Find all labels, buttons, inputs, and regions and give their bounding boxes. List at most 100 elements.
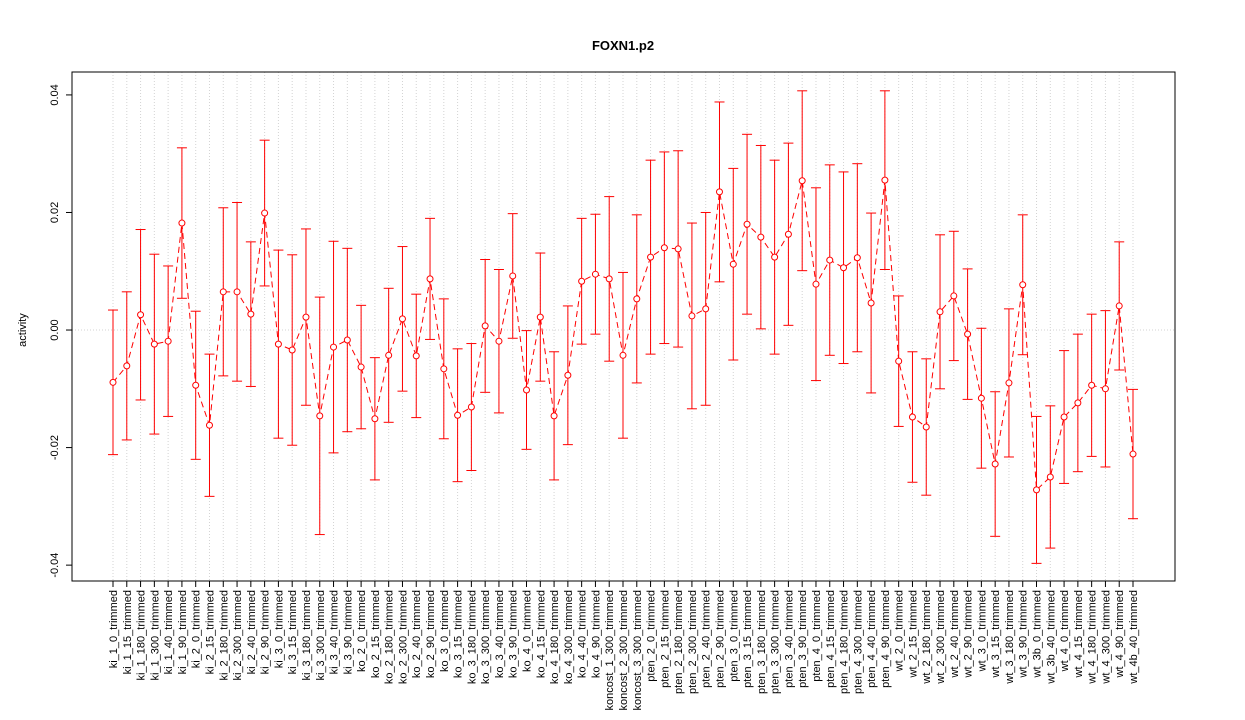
x-tick-label: ko_2_15_trimmed [370,590,382,678]
x-tick-label: ki_3_90_trimmed [342,590,354,674]
x-tick-label: wt_4_180_trimmed [1087,590,1099,685]
x-tick-label: wt_4b_40_trimmed [1128,590,1140,685]
point [1019,281,1027,289]
point [1005,379,1013,387]
x-tick-label: wt_3_180_trimmed [1004,590,1016,685]
point [385,351,393,359]
point [1074,399,1082,407]
x-tick-label: koncost_3_300_trimmed [632,590,644,710]
point [619,351,627,359]
x-tick-label: ki_1_300_trimmed [149,590,161,681]
point [702,305,710,313]
x-tick-label: ki_1_0_trimmed [108,590,120,668]
x-tick-label: ko_4_90_trimmed [590,590,602,678]
x-tick-label: ki_3_15_trimmed [287,590,299,674]
x-tick-label: wt_2_40_trimmed [949,590,961,678]
x-tick-label: koncost_2_300_trimmed [618,590,630,710]
x-tick-label: ko_3_40_trimmed [494,590,506,678]
point [991,460,999,468]
x-tick-label: ko_2_300_trimmed [397,590,409,684]
x-tick-label: wt_3_15_trimmed [990,590,1002,678]
point [288,346,296,354]
plot-frame [71,71,1176,582]
point [440,365,448,373]
point [674,245,682,253]
x-tick-label: wt_4_90_trimmed [1114,590,1126,678]
point [123,362,131,370]
x-tick-label: ko_3_300_trimmed [480,590,492,684]
x-tick-label: ko_2_40_trimmed [411,590,423,678]
x-tick-label: pten_3_40_trimmed [783,590,795,688]
x-tick-label: ki_3_300_trimmed [315,590,327,681]
point [688,312,696,320]
x-tick-label: wt_4_0_trimmed [1059,590,1071,672]
point [550,412,558,420]
x-tick-label: pten_4_180_trimmed [839,590,851,694]
x-tick-label: ki_1_15_trimmed [122,590,134,674]
point [233,288,241,296]
x-tick-label: pten_4_40_trimmed [866,590,878,688]
point [536,313,544,321]
x-tick-label: ki_1_90_trimmed [177,590,189,674]
point [647,253,655,261]
point [357,363,365,371]
x-tick-label: pten_4_90_trimmed [880,590,892,688]
y-tick-label: 0.04 [49,84,61,105]
point [853,254,861,262]
x-tick-label: pten_2_15_trimmed [659,590,671,688]
point [164,337,172,345]
point [412,352,420,360]
x-tick-label: ko_2_0_trimmed [356,590,368,672]
point [261,209,269,217]
x-tick-label: ko_3_0_trimmed [439,590,451,672]
point [316,412,324,420]
point [178,219,186,227]
point [895,357,903,365]
x-tick-label: ko_4_180_trimmed [549,590,561,684]
x-tick-label: pten_3_90_trimmed [797,590,809,688]
point [660,244,668,252]
point [495,337,503,345]
x-tick-label: pten_4_15_trimmed [825,590,837,688]
y-tick-label: 0.02 [49,202,61,223]
point [950,292,958,300]
x-tick-label: ki_2_15_trimmed [204,590,216,674]
chart-title: FOXN1.p2 [592,38,654,53]
point [150,340,158,348]
point [591,270,599,278]
x-tick-label: ki_1_40_trimmed [163,590,175,674]
x-tick-label: pten_3_15_trimmed [742,590,754,688]
x-tick-label: ko_3_15_trimmed [453,590,465,678]
x-tick-label: wt_2_300_trimmed [935,590,947,685]
point [1060,413,1068,421]
point [867,299,875,307]
point [192,381,200,389]
point [798,177,806,185]
y-tick-label: -0.04 [49,553,61,578]
x-tick-label: ko_4_0_trimmed [522,590,534,672]
x-tick-label: wt_4_300_trimmed [1100,590,1112,685]
point [977,394,985,402]
x-tick-label: ki_3_0_trimmed [273,590,285,668]
point [205,421,213,429]
x-tick-label: wt_2_0_trimmed [894,590,906,672]
point [881,176,889,184]
x-tick-label: ki_2_40_trimmed [246,590,258,674]
x-tick-label: ki_2_90_trimmed [260,590,272,674]
x-tick-label: pten_2_180_trimmed [673,590,685,694]
x-tick-label: ko_2_90_trimmed [425,590,437,678]
point [784,230,792,238]
point [1115,302,1123,310]
point [330,343,338,351]
x-tick-label: ko_4_300_trimmed [563,590,575,684]
x-tick-label: pten_2_40_trimmed [701,590,713,688]
point [467,403,475,411]
x-tick-label: pten_2_0_trimmed [646,590,658,682]
point [371,415,379,423]
x-tick-label: ki_3_180_trimmed [301,590,313,681]
x-tick-label: pten_4_0_trimmed [811,590,823,682]
x-tick-label: ki_2_0_trimmed [191,590,203,668]
point [812,280,820,288]
point [840,264,848,272]
point [247,310,255,318]
